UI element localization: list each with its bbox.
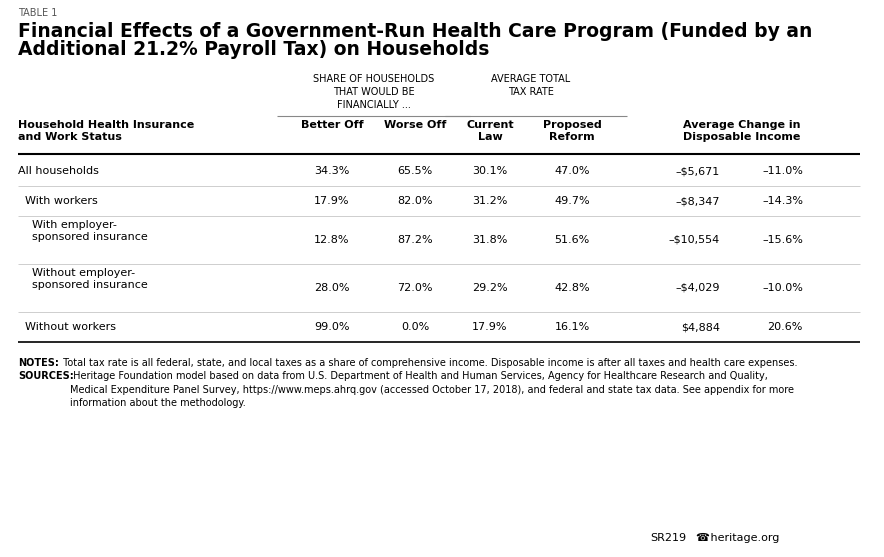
Text: –$4,029: –$4,029: [675, 283, 720, 293]
Text: SHARE OF HOUSEHOLDS
THAT WOULD BE
FINANCIALLY ...: SHARE OF HOUSEHOLDS THAT WOULD BE FINANC…: [313, 74, 434, 110]
Text: 17.9%: 17.9%: [472, 322, 507, 332]
Text: –$10,554: –$10,554: [669, 235, 720, 245]
Text: 49.7%: 49.7%: [554, 196, 590, 206]
Text: –14.3%: –14.3%: [762, 196, 803, 206]
Text: 31.8%: 31.8%: [472, 235, 507, 245]
Text: –$8,347: –$8,347: [675, 196, 720, 206]
Text: Average Change in
Disposable Income: Average Change in Disposable Income: [682, 120, 800, 143]
Text: 65.5%: 65.5%: [398, 166, 432, 176]
Text: All households: All households: [18, 166, 99, 176]
Text: –11.0%: –11.0%: [762, 166, 803, 176]
Text: AVERAGE TOTAL
TAX RATE: AVERAGE TOTAL TAX RATE: [492, 74, 571, 97]
Text: Heritage Foundation model based on data from U.S. Department of Health and Human: Heritage Foundation model based on data …: [70, 371, 794, 408]
Text: 16.1%: 16.1%: [554, 322, 590, 332]
Text: heritage.org: heritage.org: [707, 533, 780, 543]
Text: 0.0%: 0.0%: [400, 322, 429, 332]
Text: 47.0%: 47.0%: [554, 166, 590, 176]
Text: 34.3%: 34.3%: [315, 166, 350, 176]
Text: Proposed
Reform: Proposed Reform: [543, 120, 601, 143]
Text: –15.6%: –15.6%: [762, 235, 803, 245]
Text: 20.6%: 20.6%: [767, 322, 803, 332]
Text: With employer-
    sponsored insurance: With employer- sponsored insurance: [18, 220, 148, 242]
Text: 30.1%: 30.1%: [472, 166, 507, 176]
Text: 82.0%: 82.0%: [397, 196, 433, 206]
Text: TABLE 1: TABLE 1: [18, 8, 57, 18]
Text: 17.9%: 17.9%: [314, 196, 350, 206]
Text: –$5,671: –$5,671: [675, 166, 720, 176]
Text: $4,884: $4,884: [681, 322, 720, 332]
Text: 29.2%: 29.2%: [472, 283, 507, 293]
Text: 99.0%: 99.0%: [314, 322, 350, 332]
Text: Current
Law: Current Law: [466, 120, 514, 143]
Text: ☎: ☎: [695, 533, 709, 543]
Text: Worse Off: Worse Off: [384, 120, 446, 130]
Text: 28.0%: 28.0%: [314, 283, 350, 293]
Text: 51.6%: 51.6%: [554, 235, 590, 245]
Text: SOURCES:: SOURCES:: [18, 371, 73, 381]
Text: Better Off: Better Off: [301, 120, 363, 130]
Text: Additional 21.2% Payroll Tax) on Households: Additional 21.2% Payroll Tax) on Househo…: [18, 40, 490, 59]
Text: Household Health Insurance
and Work Status: Household Health Insurance and Work Stat…: [18, 120, 194, 143]
Text: Without employer-
    sponsored insurance: Without employer- sponsored insurance: [18, 268, 148, 290]
Text: –10.0%: –10.0%: [762, 283, 803, 293]
Text: 72.0%: 72.0%: [397, 283, 433, 293]
Text: With workers: With workers: [18, 196, 98, 206]
Text: NOTES:: NOTES:: [18, 358, 59, 368]
Text: 31.2%: 31.2%: [472, 196, 507, 206]
Text: SR219: SR219: [650, 533, 686, 543]
Text: 42.8%: 42.8%: [554, 283, 590, 293]
Text: 87.2%: 87.2%: [397, 235, 433, 245]
Text: Total tax rate is all federal, state, and local taxes as a share of comprehensiv: Total tax rate is all federal, state, an…: [60, 358, 797, 368]
Text: 12.8%: 12.8%: [314, 235, 350, 245]
Text: Without workers: Without workers: [18, 322, 116, 332]
Text: Financial Effects of a Government-Run Health Care Program (Funded by an: Financial Effects of a Government-Run He…: [18, 22, 812, 41]
